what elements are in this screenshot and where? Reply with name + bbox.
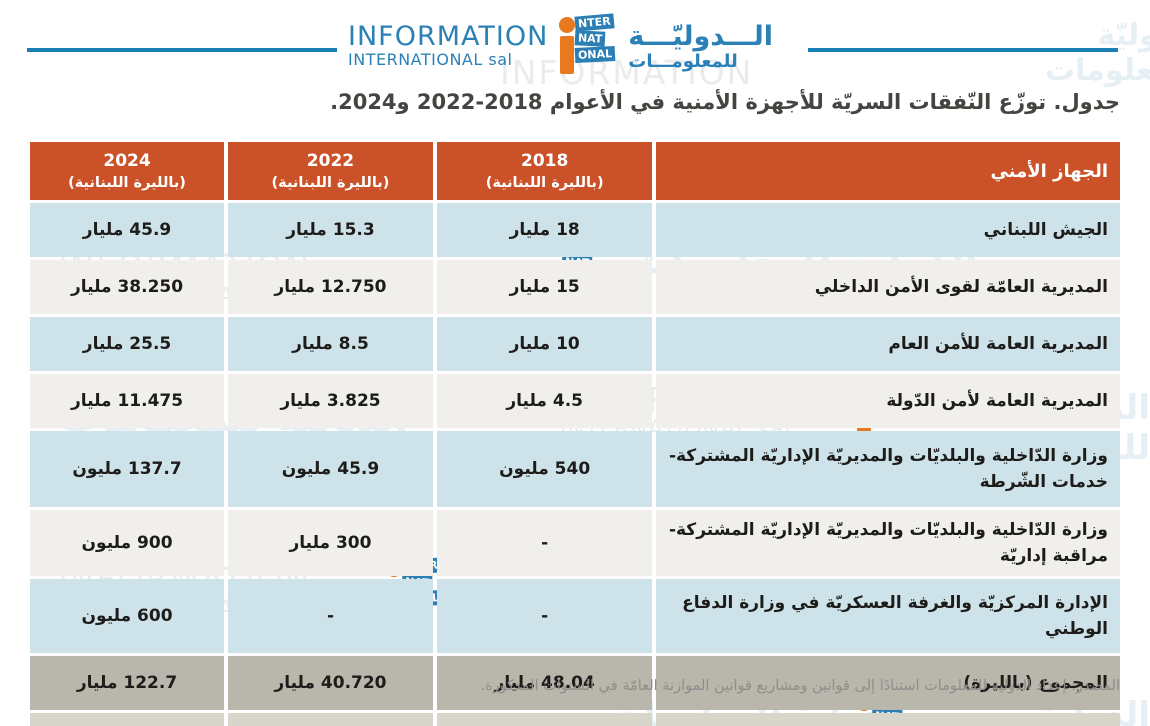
unit-label: (بالليرة اللبنانية) <box>271 175 390 191</box>
agency-cell: المجموع وفقًا لسعر الصرف (بالدولار) <box>656 713 1120 726</box>
value-2024: 900 مليون <box>30 510 225 576</box>
value-2018: 48.04 مليار <box>436 656 653 710</box>
table-row: المديرية العامّة لقوى الأمن الداخلي 15 م… <box>30 260 1120 314</box>
col-header-2022: 2022 (بالليرة اللبنانية) <box>228 142 433 200</box>
source-note: المصدر: إعداد الدولية للمعلومات استنادًا… <box>480 678 1120 694</box>
value-2018: - <box>436 579 653 653</box>
logo-i-icon: NTER NAT ONAL <box>558 13 618 78</box>
logo-arabic-line2: للمعلومـــات <box>628 50 738 72</box>
col-header-2024: 2024 (بالليرة اللبنانية) <box>30 142 225 200</box>
value-2018: 4.5 مليار <box>436 374 653 428</box>
agency-cell: المديرية العامة للأمن العام <box>656 317 1120 371</box>
agency-cell: المديرية العامّة لقوى الأمن الداخلي <box>656 260 1120 314</box>
value-2018: 31.8 مليون <box>436 713 653 726</box>
agency-cell: وزارة الدّاخلية والبلديّات والمديريّة ال… <box>656 510 1120 576</box>
year-label: 2018 <box>521 151 569 171</box>
table-row: وزارة الدّاخلية والبلديّات والمديريّة ال… <box>30 431 1120 507</box>
logo-arabic-line1: الـــدوليّـــة <box>628 21 773 53</box>
value-2022: 45.9 مليون <box>228 431 433 507</box>
logo-tiles: NTER NAT ONAL <box>574 13 616 64</box>
agency-cell: المديرية العامة لأمن الدّولة <box>656 374 1120 428</box>
value-2018: 18 مليار <box>436 203 653 257</box>
agency-cell: الجيش اللبناني <box>656 203 1120 257</box>
value-2022: 8.5 مليار <box>228 317 433 371</box>
value-2024: 122.7 مليار <box>30 656 225 710</box>
value-2024: 45.9 مليار <box>30 203 225 257</box>
value-2022: 1.851 مليون <box>228 713 433 726</box>
col-header-agency: الجهاز الأمني <box>656 142 1120 200</box>
year-label: 2022 <box>306 151 355 171</box>
value-2022: - <box>228 579 433 653</box>
logo-tile: NAT <box>574 30 607 47</box>
value-2018: 10 مليار <box>436 317 653 371</box>
value-2024: 1.379 مليون <box>30 713 225 726</box>
agency-cell: الإدارة المركزيّة والغرفة العسكريّة في و… <box>656 579 1120 653</box>
i-stem <box>560 36 575 74</box>
table-header-row: الجهاز الأمني 2018 (بالليرة اللبنانية) 2… <box>30 142 1120 200</box>
total-row-dollar: المجموع وفقًا لسعر الصرف (بالدولار) 31.8… <box>30 713 1120 726</box>
table-row: الجيش اللبناني 18 مليار 15.3 مليار 45.9 … <box>30 203 1120 257</box>
value-2018: 540 مليون <box>436 431 653 507</box>
value-2022: 12.750 مليار <box>228 260 433 314</box>
agency-cell: المجموع (بالليرة) <box>656 656 1120 710</box>
divider-line-left <box>27 48 337 52</box>
total-row-lira: المجموع (بالليرة) 48.04 مليار 40.720 ملي… <box>30 656 1120 710</box>
value-2022: 15.3 مليار <box>228 203 433 257</box>
value-2024: 137.7 مليون <box>30 431 225 507</box>
unit-label: (بالليرة اللبنانية) <box>68 175 186 191</box>
agency-cell: وزارة الدّاخلية والبلديّات والمديريّة ال… <box>656 431 1120 507</box>
value-2018: 15 مليار <box>436 260 653 314</box>
value-2024: 38.250 مليار <box>30 260 225 314</box>
table-row: الإدارة المركزيّة والغرفة العسكريّة في و… <box>30 579 1120 653</box>
value-2022: 3.825 مليار <box>228 374 433 428</box>
company-logo: INFORMATION INTERNATIONAL sal NTER NAT O… <box>348 8 813 84</box>
year-label: 2024 <box>103 151 151 171</box>
logo-arabic-calligraphy: الـــدوليّـــة للمعلومـــات <box>628 20 813 71</box>
value-2024: 25.5 مليار <box>30 317 225 371</box>
table-row: المديرية العامة للأمن العام 10 مليار 8.5… <box>30 317 1120 371</box>
value-2022: 300 مليار <box>228 510 433 576</box>
watermark-arabic: الدوليّة للمعلومات <box>1045 18 1150 88</box>
logo-wordmark: INFORMATION INTERNATIONAL sal <box>348 23 548 68</box>
value-2022: 40.720 مليار <box>228 656 433 710</box>
value-2024: 600 مليون <box>30 579 225 653</box>
logo-tile: NTER <box>574 13 615 32</box>
value-2018: - <box>436 510 653 576</box>
unit-label: (بالليرة اللبنانية) <box>485 175 604 191</box>
page-title: جدول. توزّع النّفقات السريّة للأجهزة الأ… <box>330 90 1120 114</box>
col-header-2018: 2018 (بالليرة اللبنانية) <box>436 142 653 200</box>
logo-name-line2: INTERNATIONAL sal <box>348 49 513 69</box>
logo-tile: ONAL <box>574 45 616 64</box>
table-row: وزارة الدّاخلية والبلديّات والمديريّة ال… <box>30 510 1120 576</box>
table-row: المديرية العامة لأمن الدّولة 4.5 مليار 3… <box>30 374 1120 428</box>
i-dot <box>559 17 576 33</box>
value-2024: 11.475 مليار <box>30 374 225 428</box>
secret-expenditures-table: الجهاز الأمني 2018 (بالليرة اللبنانية) 2… <box>26 139 1124 726</box>
divider-line-right <box>808 48 1118 52</box>
logo-name-line1: INFORMATION <box>348 21 549 53</box>
